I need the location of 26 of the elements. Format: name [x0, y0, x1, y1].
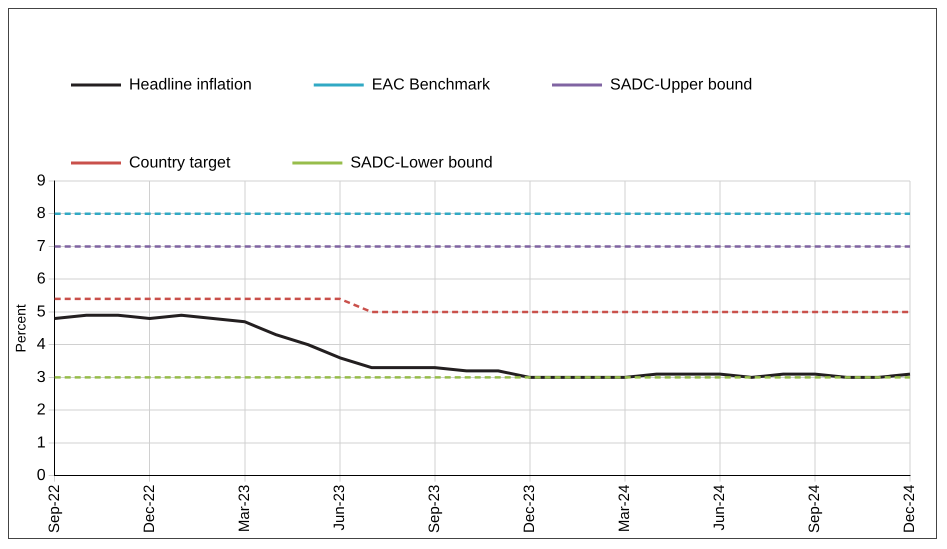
y-tick-label: 7: [36, 238, 46, 255]
x-tick-label: Sep-24: [806, 484, 824, 534]
legend-label: Headline inflation: [129, 76, 252, 94]
y-tick-label: 5: [36, 303, 46, 320]
y-axis-title: Percent: [12, 304, 28, 352]
x-tick-label: Jun-24: [711, 484, 728, 531]
y-tick-label: 6: [36, 270, 46, 288]
x-tick-label: Dec-23: [521, 484, 538, 533]
y-tick-label: 9: [36, 172, 46, 190]
y-tick-label: 1: [36, 434, 46, 452]
legend-label: SADC-Upper bound: [610, 76, 752, 94]
y-tick-label: 3: [36, 368, 46, 386]
legend-label: Country target: [129, 154, 231, 172]
x-tick-label: Jun-23: [330, 484, 348, 531]
y-tick-label: 0: [36, 467, 46, 484]
x-tick-label: Sep-22: [46, 484, 63, 534]
y-tick-label: 4: [36, 336, 46, 354]
x-tick-label: Mar-24: [616, 484, 634, 532]
x-tick-label: Dec-22: [140, 484, 158, 533]
x-tick-label: Mar-23: [236, 484, 253, 532]
legend-label: EAC Benchmark: [372, 76, 492, 94]
y-tick-label: 8: [36, 205, 46, 222]
x-tick-label: Sep-23: [426, 484, 443, 534]
legend-label: SADC-Lower bound: [350, 154, 493, 172]
x-tick-label: Dec-24: [901, 484, 918, 533]
y-tick-label: 2: [36, 402, 46, 419]
